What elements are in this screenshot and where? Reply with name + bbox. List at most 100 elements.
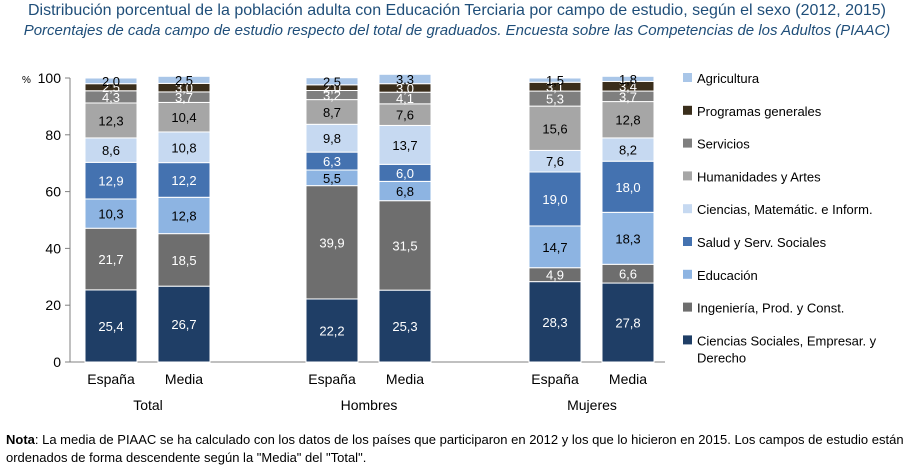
data-label: 12,8 (171, 208, 196, 223)
x-tick-label: España (308, 371, 356, 387)
bar-segment (84, 227, 138, 291)
legend-label: Educación (697, 268, 758, 283)
bar-segment (157, 162, 211, 198)
data-label: 22,2 (319, 323, 344, 338)
data-label: 2,0 (102, 74, 120, 89)
bar-segment (157, 75, 211, 84)
bar-segment (84, 289, 138, 363)
data-label: 31,5 (392, 238, 417, 253)
data-label: 26,7 (171, 317, 196, 332)
data-label: 6,0 (396, 166, 414, 181)
legend-swatch (683, 171, 692, 181)
data-label: 1,5 (546, 73, 564, 88)
data-label: 28,3 (542, 315, 567, 330)
bar-segment (601, 160, 655, 213)
bar-segment (305, 298, 359, 363)
data-label: 12,8 (615, 113, 640, 128)
legend-swatch (683, 269, 692, 279)
data-label: 8,6 (102, 143, 120, 158)
data-label: 3,0 (175, 81, 193, 96)
data-label: 3,1 (546, 80, 564, 95)
data-label: 7,6 (396, 108, 414, 123)
data-label: 14,7 (542, 240, 567, 255)
data-label: 3,7 (619, 89, 637, 104)
data-label: 8,2 (619, 143, 637, 158)
bar-segment (305, 123, 359, 153)
legend-label: Servicios (697, 137, 750, 152)
legend-swatch (683, 73, 692, 82)
data-label: 15,6 (542, 121, 567, 136)
x-tick-label: Media (609, 371, 647, 387)
y-tick-label: 80 (45, 127, 61, 143)
bar-segment (528, 171, 582, 227)
bar-segment (305, 99, 359, 125)
legend-label: Ciencias Sociales, Empresar. y (697, 333, 877, 348)
y-tick-label: 20 (45, 297, 61, 313)
legend-swatch (683, 105, 692, 115)
legend-label: Ingeniería, Prod. y Const. (697, 301, 844, 316)
bar-segment (157, 101, 211, 133)
data-label: 9,8 (323, 131, 341, 146)
bar-segment (157, 233, 211, 287)
data-label: 6,3 (323, 154, 341, 169)
bar-segment (305, 77, 359, 86)
bar-segment (378, 124, 432, 165)
data-label: 10,4 (171, 110, 196, 125)
y-tick-label: 0 (53, 354, 61, 370)
footnote-label: Nota (6, 432, 35, 447)
legend-swatch (683, 204, 692, 214)
data-label: 1,8 (619, 72, 637, 87)
legend-label: Ciencias, Matemátic. e Inform. (697, 202, 873, 217)
data-label: 13,7 (392, 138, 417, 153)
data-label: 8,7 (323, 105, 341, 120)
data-label: 12,2 (171, 173, 196, 188)
stacked-bar-chart: 020406080100%25,421,710,312,98,612,34,32… (22, 70, 877, 413)
legend-swatch (683, 302, 692, 312)
legend-label: Agricultura (697, 71, 760, 86)
data-label: 3,2 (323, 88, 341, 103)
legend-swatch (683, 237, 692, 246)
footnote: Nota: La media de PIAAC se ha calculado … (6, 431, 906, 467)
bar-segment (378, 73, 432, 85)
data-label: 2,5 (175, 73, 193, 88)
data-label: 7,6 (546, 154, 564, 169)
data-label: 5,5 (323, 171, 341, 186)
group-label: Total (133, 397, 163, 413)
bar-segment (84, 137, 138, 163)
group-label: Mujeres (567, 397, 617, 413)
legend-label: Derecho (697, 350, 746, 365)
footnote-text: : La media de PIAAC se ha calculado con … (6, 432, 904, 465)
y-tick-label: 40 (45, 240, 61, 256)
y-tick-label: 60 (45, 184, 61, 200)
y-tick-label: 100 (38, 70, 62, 86)
bar-segment (378, 200, 432, 291)
legend-label: Humanidades y Artes (697, 169, 821, 184)
data-label: 10,8 (171, 140, 196, 155)
bar-segment (601, 282, 655, 363)
data-label: 6,8 (396, 184, 414, 199)
bar-segment (528, 77, 582, 83)
data-label: 4,9 (546, 268, 564, 283)
group-label: Hombres (341, 397, 398, 413)
data-label: 3,3 (396, 72, 414, 87)
data-label: 39,9 (319, 235, 344, 250)
data-label: 25,3 (392, 319, 417, 334)
data-label: 21,7 (98, 252, 123, 267)
data-label: 4,3 (102, 90, 120, 105)
legend-swatch (683, 138, 692, 148)
data-label: 18,3 (615, 231, 640, 246)
legend-label: Programas generales (697, 104, 822, 119)
chart-title: Distribución porcentual de la población … (27, 2, 887, 19)
data-label: 4,1 (396, 91, 414, 106)
data-label: 2,5 (323, 74, 341, 89)
data-label: 12,9 (98, 174, 123, 189)
bar-segment (157, 285, 211, 363)
data-label: 6,6 (619, 267, 637, 282)
legend-label: Salud y Serv. Sociales (697, 235, 827, 250)
bar-segment (528, 281, 582, 363)
data-label: 5,3 (546, 92, 564, 107)
data-label: 12,3 (98, 113, 123, 128)
bar-segment (84, 77, 138, 85)
chart-subtitle: Porcentajes de cada campo de estudio res… (23, 22, 891, 39)
x-tick-label: España (87, 371, 135, 387)
